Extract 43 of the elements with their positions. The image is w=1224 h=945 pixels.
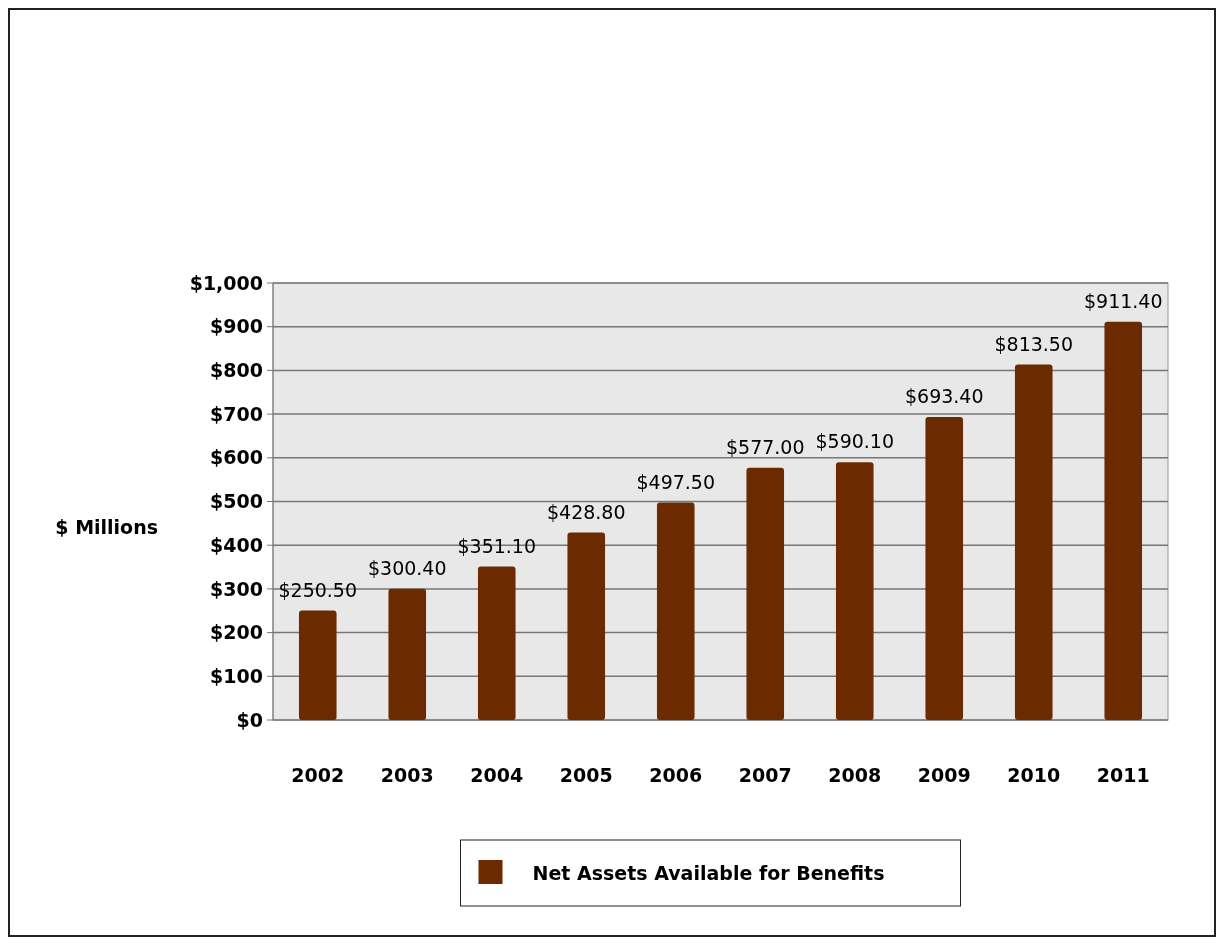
y-tick-label: $1,000 [189,271,263,294]
data-label: $250.50 [278,578,358,601]
y-tick-label: $300 [210,577,263,600]
data-label: $428.80 [546,500,626,523]
data-label: $351.10 [457,534,537,557]
x-tick-label: 2011 [1096,764,1150,786]
bar [298,610,337,720]
x-tick-label: 2002 [291,764,345,786]
data-label: $813.50 [994,332,1074,355]
x-tick-label: 2006 [649,764,703,786]
bar [477,566,516,720]
data-label: $590.10 [815,430,895,453]
y-tick-label: $100 [210,664,263,687]
bar [835,462,874,720]
y-tick-label: $600 [210,446,263,469]
y-tick-label: $500 [210,490,263,513]
x-tick-label: 2008 [828,764,882,786]
x-tick-label: 2004 [470,764,524,786]
bar [388,588,427,720]
data-label: $693.40 [904,384,984,407]
bar [925,416,964,720]
bar [1104,321,1143,720]
data-label: $911.40 [1083,289,1163,312]
data-label: $577.00 [725,435,805,458]
data-label: $300.40 [367,556,447,579]
legend-label: Net Assets Available for Benefits [532,861,885,884]
y-tick-label: $400 [210,533,263,556]
data-label: $497.50 [636,470,716,493]
x-tick-label: 2007 [738,764,792,786]
x-tick-label: 2003 [380,764,434,786]
x-tick-label: 2005 [559,764,613,786]
x-tick-label: 2010 [1007,764,1061,786]
x-tick-label: 2009 [917,764,971,786]
bar [567,532,606,720]
bar [1014,364,1053,720]
y-tick-label: $700 [210,402,263,425]
y-tick-label: $900 [210,315,263,338]
bar [656,502,695,720]
y-axis-title: $ Millions [55,515,158,538]
y-tick-label: $0 [236,708,263,731]
y-tick-label: $200 [210,621,263,644]
bar [746,467,785,720]
y-tick-label: $800 [210,359,263,382]
